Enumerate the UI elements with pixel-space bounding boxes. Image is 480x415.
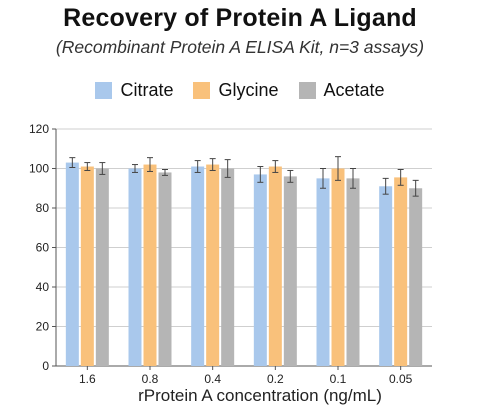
legend-swatch-citrate: [95, 82, 113, 99]
y-tick-label: 20: [36, 320, 50, 334]
bar-glycine-0.1: [331, 168, 345, 366]
bar-glycine-0.2: [268, 166, 282, 366]
bar-citrate-0.8: [128, 168, 142, 366]
bar-citrate-0.2: [253, 174, 267, 366]
legend-label-citrate: Citrate: [120, 80, 174, 100]
x-tick-label: 1.6: [79, 372, 96, 386]
y-tick-label: 0: [42, 359, 49, 373]
legend-item-glycine: Glycine: [193, 80, 279, 101]
legend-swatch-acetate: [298, 82, 316, 99]
bar-acetate-0.4: [221, 168, 235, 366]
y-tick-label: 80: [36, 201, 50, 215]
x-tick-label: 0.05: [389, 372, 413, 386]
bar-citrate-0.1: [316, 178, 330, 366]
bar-glycine-0.8: [143, 164, 157, 366]
chart-legend: Citrate Glycine Acetate: [0, 80, 480, 101]
y-tick-label: 60: [36, 241, 50, 255]
bar-acetate-0.05: [409, 188, 423, 366]
legend-swatch-glycine: [193, 82, 211, 99]
y-tick-label: 120: [29, 122, 49, 136]
x-tick-label: 0.2: [267, 372, 284, 386]
y-tick-label: 100: [29, 162, 49, 176]
y-tick-label: 40: [36, 280, 50, 294]
x-tick-label: 0.8: [142, 372, 159, 386]
bar-citrate-0.05: [379, 186, 393, 366]
bar-acetate-0.1: [346, 178, 360, 366]
bar-glycine-0.05: [394, 177, 408, 366]
bar-glycine-0.4: [206, 164, 220, 366]
bar-citrate-1.6: [65, 162, 79, 366]
legend-item-acetate: Acetate: [298, 80, 385, 101]
bar-citrate-0.4: [191, 166, 205, 366]
legend-item-citrate: Citrate: [95, 80, 173, 101]
chart-subtitle: (Recombinant Protein A ELISA Kit, n=3 as…: [55, 37, 425, 57]
bar-acetate-1.6: [95, 168, 109, 366]
bar-glycine-1.6: [80, 166, 94, 366]
bar-acetate-0.2: [283, 176, 297, 366]
chart-title: Recovery of Protein A Ligand: [63, 4, 417, 32]
bar-acetate-0.8: [158, 172, 172, 366]
x-axis-label: rProtein A concentration (ng/mL): [138, 386, 382, 405]
legend-label-glycine: Glycine: [218, 80, 279, 100]
x-tick-label: 0.4: [204, 372, 221, 386]
legend-label-acetate: Acetate: [323, 80, 385, 100]
x-tick-label: 0.1: [330, 372, 347, 386]
